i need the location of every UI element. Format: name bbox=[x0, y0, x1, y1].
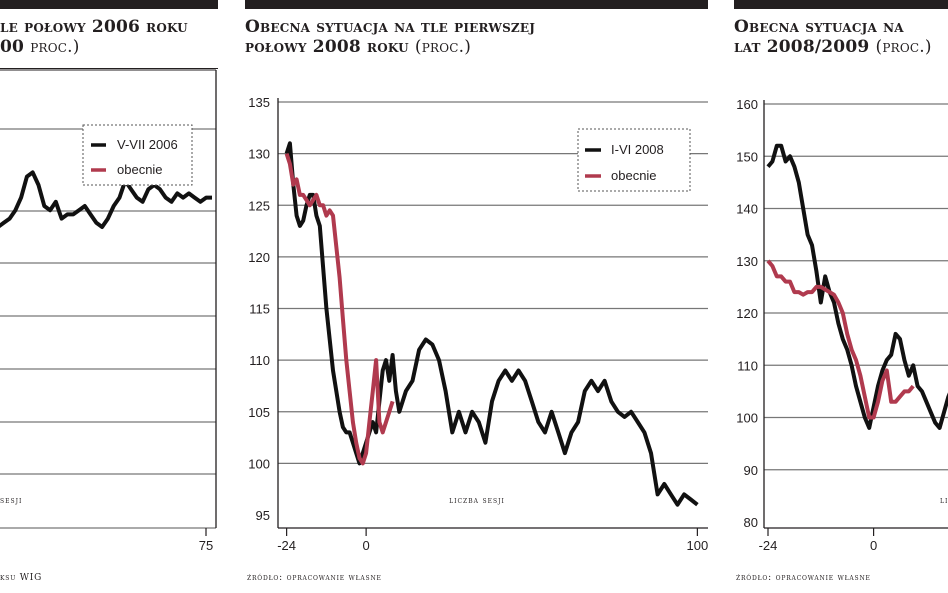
y-tick-label: 100 bbox=[736, 411, 758, 426]
y-tick-label: 120 bbox=[736, 306, 758, 321]
y-tick-label: 125 bbox=[248, 198, 270, 213]
source-note: źródło: opracowanie własne bbox=[736, 573, 871, 583]
line-chart-1: V-VII 2006 obecnie sesji 75 bbox=[0, 69, 217, 553]
title-line-2: połowy 2008 roku bbox=[245, 37, 409, 57]
legend: V-VII 2006 obecnie bbox=[82, 124, 193, 186]
grid bbox=[0, 69, 217, 536]
panel-header-bar bbox=[0, 0, 218, 9]
legend-label-2: obecnie bbox=[117, 162, 163, 177]
source-note: ksu WIG bbox=[0, 573, 43, 583]
y-tick-label: 110 bbox=[737, 358, 758, 373]
x-axis-caption: li bbox=[940, 496, 948, 505]
y-tick-label: 110 bbox=[249, 353, 270, 368]
chart-panel-2: Obecna sytuacja na tle pierwszej połowy … bbox=[245, 0, 708, 593]
y-tick-label: 150 bbox=[736, 149, 758, 164]
y-tick-label: 140 bbox=[736, 202, 758, 217]
series-line-2 bbox=[766, 259, 915, 420]
x-tick-label: 0 bbox=[363, 538, 370, 553]
legend: I-VI 2008 obecnie bbox=[577, 128, 691, 192]
series-line-1 bbox=[284, 141, 699, 507]
x-tick-label: -24 bbox=[759, 538, 778, 553]
legend-box bbox=[577, 128, 691, 192]
x-axis-caption: sesji bbox=[0, 496, 22, 505]
title-line-2-wrap: lat 2008/2009 (proc.) bbox=[734, 37, 948, 57]
panel-title: Obecna sytuacja na tle pierwszej połowy … bbox=[245, 17, 708, 57]
legend-box bbox=[82, 124, 193, 186]
y-tick-label: 130 bbox=[248, 147, 270, 162]
x-axis-caption: liczba sesji bbox=[449, 496, 505, 505]
x-tick-75: 75 bbox=[199, 538, 213, 553]
panel-title: Obecna sytuacja na lat 2008/2009 (proc.) bbox=[734, 17, 948, 57]
grid: 80 90 100 110 120 130 140 150 160 -24 0 bbox=[736, 97, 948, 553]
source-note: źródło: opracowanie własne bbox=[247, 573, 382, 583]
series-group bbox=[766, 143, 948, 430]
y-tick-label: 135 bbox=[248, 95, 270, 110]
title-unit: proc.) bbox=[30, 37, 80, 57]
title-line-2: lat 2008/2009 bbox=[734, 37, 870, 57]
title-line-1: Obecna sytuacja na tle pierwszej bbox=[245, 17, 536, 37]
panel-header-bar bbox=[245, 0, 708, 9]
series-group bbox=[0, 170, 212, 229]
series-line-2 bbox=[284, 152, 395, 466]
title-line-1: le połowy 2006 roku bbox=[0, 17, 188, 37]
panel-header-bar bbox=[734, 0, 948, 9]
series-line-1 bbox=[766, 143, 948, 430]
title-rule bbox=[0, 68, 218, 69]
y-tick-label: 100 bbox=[248, 456, 270, 471]
title-line-1: Obecna sytuacja na bbox=[734, 17, 904, 37]
line-chart-2: 95 100 105 110 115 120 125 130 135 -24 0 100 I-VI 2… bbox=[248, 95, 708, 553]
legend-label-1: I-VI 2008 bbox=[611, 142, 664, 157]
chart-panel-1: le połowy 2006 roku 00 proc.) V-VII 2006… bbox=[0, 0, 218, 593]
y-tick-label: 120 bbox=[248, 250, 270, 265]
x-tick-label: 0 bbox=[870, 538, 877, 553]
y-tick-label: 160 bbox=[736, 97, 758, 112]
legend-label-2: obecnie bbox=[611, 168, 657, 183]
title-line-2-wrap: połowy 2008 roku (proc.) bbox=[245, 37, 708, 57]
x-tick-label: 100 bbox=[687, 538, 708, 553]
x-tick-label: -24 bbox=[277, 538, 296, 553]
line-chart-3: 80 90 100 110 120 130 140 150 160 -24 0 li bbox=[736, 97, 948, 553]
title-unit: (proc.) bbox=[414, 37, 472, 57]
y-tick-label: 80 bbox=[744, 515, 758, 530]
legend-label-1: V-VII 2006 bbox=[117, 137, 178, 152]
title-line-2-wrap: 00 proc.) bbox=[0, 37, 218, 57]
panel-title: le połowy 2006 roku 00 proc.) bbox=[0, 17, 218, 57]
y-tick-label: 130 bbox=[736, 254, 758, 269]
title-line-2: 00 bbox=[0, 37, 25, 57]
series-line-1 bbox=[0, 170, 212, 229]
title-unit: (proc.) bbox=[875, 37, 932, 57]
y-tick-label: 115 bbox=[249, 302, 270, 317]
y-tick-label: 95 bbox=[256, 508, 270, 523]
series-group bbox=[284, 141, 699, 507]
y-tick-label: 90 bbox=[744, 463, 758, 478]
chart-panel-3: Obecna sytuacja na lat 2008/2009 (proc.)… bbox=[734, 0, 948, 593]
y-tick-label: 105 bbox=[248, 405, 270, 420]
